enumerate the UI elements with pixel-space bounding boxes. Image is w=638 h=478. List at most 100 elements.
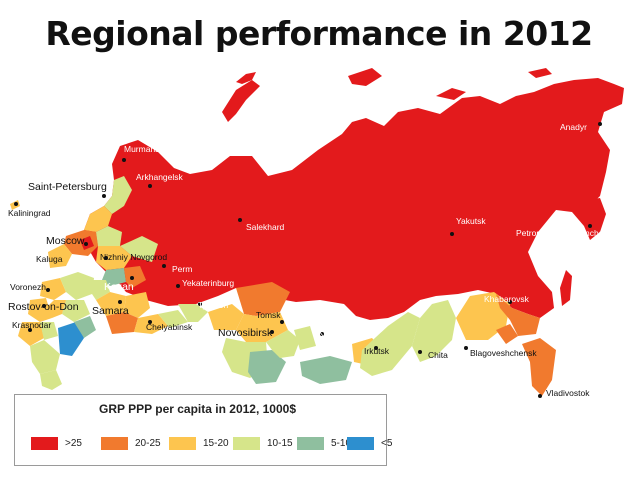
label-kaluga: Kaluga: [36, 254, 63, 264]
region-khabarovsk: [496, 294, 540, 336]
map-legend: GRP PPP per capita in 2012, 1000$ >25 20…: [14, 394, 392, 466]
city-dot-moscow: [84, 242, 88, 246]
region-leningrad: [84, 206, 112, 232]
region-chuvashia: [102, 268, 126, 286]
label-nizhniy-novgorod: Nizhniy Novgorod: [100, 252, 167, 262]
region-tomsk: [236, 282, 290, 316]
region-kalmykia: [74, 316, 96, 338]
legend-swatch-gt25: [31, 437, 58, 450]
region-orenburg: [106, 312, 138, 334]
region-tuva: [300, 356, 352, 384]
region-krasnodar: [18, 322, 44, 346]
label-perm: Perm: [172, 264, 192, 274]
legend-label-gt25: >25: [65, 438, 82, 449]
city-dot-spb: [102, 194, 106, 198]
label-voronezh: Voronezh: [10, 282, 46, 292]
label-kazan: Kazan: [104, 281, 134, 293]
city-dot-petropavlovsk: [588, 224, 592, 228]
region-penza: [92, 280, 110, 300]
city-dot-voronezh: [46, 288, 50, 292]
wrangel-island: [528, 68, 552, 78]
city-dot-kazan: [130, 276, 134, 280]
region-amur: [456, 292, 510, 340]
region-omsk: [208, 304, 244, 330]
label-saint-petersburg: Saint-Petersburg: [28, 181, 107, 193]
label-kaliningrad: Kaliningrad: [8, 208, 51, 218]
region-karelia: [104, 176, 132, 214]
region-voronezh: [40, 278, 66, 300]
label-chita: Chita: [428, 350, 448, 360]
kamchatka-peninsula: [572, 198, 606, 240]
western-regions: [18, 176, 208, 390]
label-yekaterinburg: Yekaterinburg: [182, 278, 234, 288]
label-anadyr: Anadyr: [560, 122, 587, 132]
label-irkutsk: Irkutsk: [364, 346, 390, 356]
city-dot-tyumen: [198, 302, 202, 306]
region-buryatia: [360, 312, 420, 376]
region-central-south: [60, 272, 94, 300]
region-north-caucasus: [30, 340, 60, 374]
new-siberian-islands: [436, 88, 466, 100]
region-tatarstan: [124, 266, 146, 288]
legend-label-10-15: 10-15: [267, 438, 293, 449]
city-dot-yakutsk: [450, 232, 454, 236]
city-dot-nizhny: [104, 256, 108, 260]
label-moscow: Moscow: [46, 235, 85, 247]
region-stavropol: [40, 322, 58, 340]
city-markers: [14, 122, 602, 398]
region-tver: [96, 226, 122, 250]
city-dot-tomsk: [280, 320, 284, 324]
label-samara: Samara: [92, 305, 129, 317]
region-rostov: [28, 298, 52, 322]
region-novosibirsk: [236, 312, 288, 342]
label-arkhangelsk: Arkhangelsk: [136, 172, 184, 182]
label-tyumen: Tyumen: [198, 300, 229, 310]
label-rostov-on-don: Rostov-on-Don: [8, 301, 79, 313]
label-chelyabinsk: Chelyabinsk: [146, 322, 193, 332]
city-labels: Anadyr Murmansk Arkhangelsk Saint-Peters…: [8, 122, 621, 398]
region-caucasus-south: [40, 370, 62, 390]
region-dagestan: [58, 322, 84, 356]
city-dot-khabarovsk: [508, 300, 512, 304]
city-dot-salekhard: [238, 218, 242, 222]
city-dot-krasnoyarsk: [320, 332, 324, 336]
city-dot-kaliningrad: [14, 202, 18, 206]
region-kaluga: [48, 244, 72, 268]
city-dot-samara: [118, 300, 122, 304]
sakhalin: [560, 270, 572, 306]
city-dot-chita: [418, 350, 422, 354]
legend-swatch-15-20: [169, 437, 196, 450]
label-krasnodar: Krasnodar: [12, 320, 51, 330]
legend-swatch-5-10: [297, 437, 324, 450]
label-krasnoyarsk: Krasnoyarsk: [318, 328, 366, 338]
city-dot-rostov: [42, 304, 46, 308]
city-dot-irkutsk: [374, 346, 378, 350]
city-dot-yekaterinburg: [176, 284, 180, 288]
arctic-islands: [222, 68, 552, 122]
region-chelyabinsk: [134, 314, 168, 334]
city-dot-vladivostok: [538, 394, 542, 398]
label-yakutsk: Yakutsk: [456, 216, 486, 226]
siberia-south-regions: [208, 282, 556, 396]
city-dot-murmansk: [122, 158, 126, 162]
legend-label-20-25: 20-25: [135, 438, 161, 449]
severnaya-zemlya: [348, 68, 382, 86]
label-salekhard: Salekhard: [246, 222, 285, 232]
city-dot-novosibirsk: [270, 330, 274, 334]
region-saratov: [62, 300, 90, 322]
legend-title: GRP PPP per capita in 2012, 1000$: [99, 402, 297, 416]
legend-swatch-10-15: [233, 437, 260, 450]
city-dot-blagoveshchensk: [464, 346, 468, 350]
legend-label-lt5: <5: [381, 438, 393, 449]
region-khakassia: [294, 326, 316, 350]
legend-label-15-20: 15-20: [203, 438, 229, 449]
label-khabarovsk: Khabarovsk: [484, 294, 530, 304]
novaya-zemlya: [222, 80, 260, 122]
region-bashkortostan: [124, 292, 150, 318]
legend-swatch-20-25: [101, 437, 128, 450]
label-novosibirsk: Novosibirsk: [218, 327, 273, 339]
city-dot-krasnodar: [28, 328, 32, 332]
region-primorsky: [522, 338, 556, 396]
label-murmansk: Murmansk: [124, 144, 164, 154]
